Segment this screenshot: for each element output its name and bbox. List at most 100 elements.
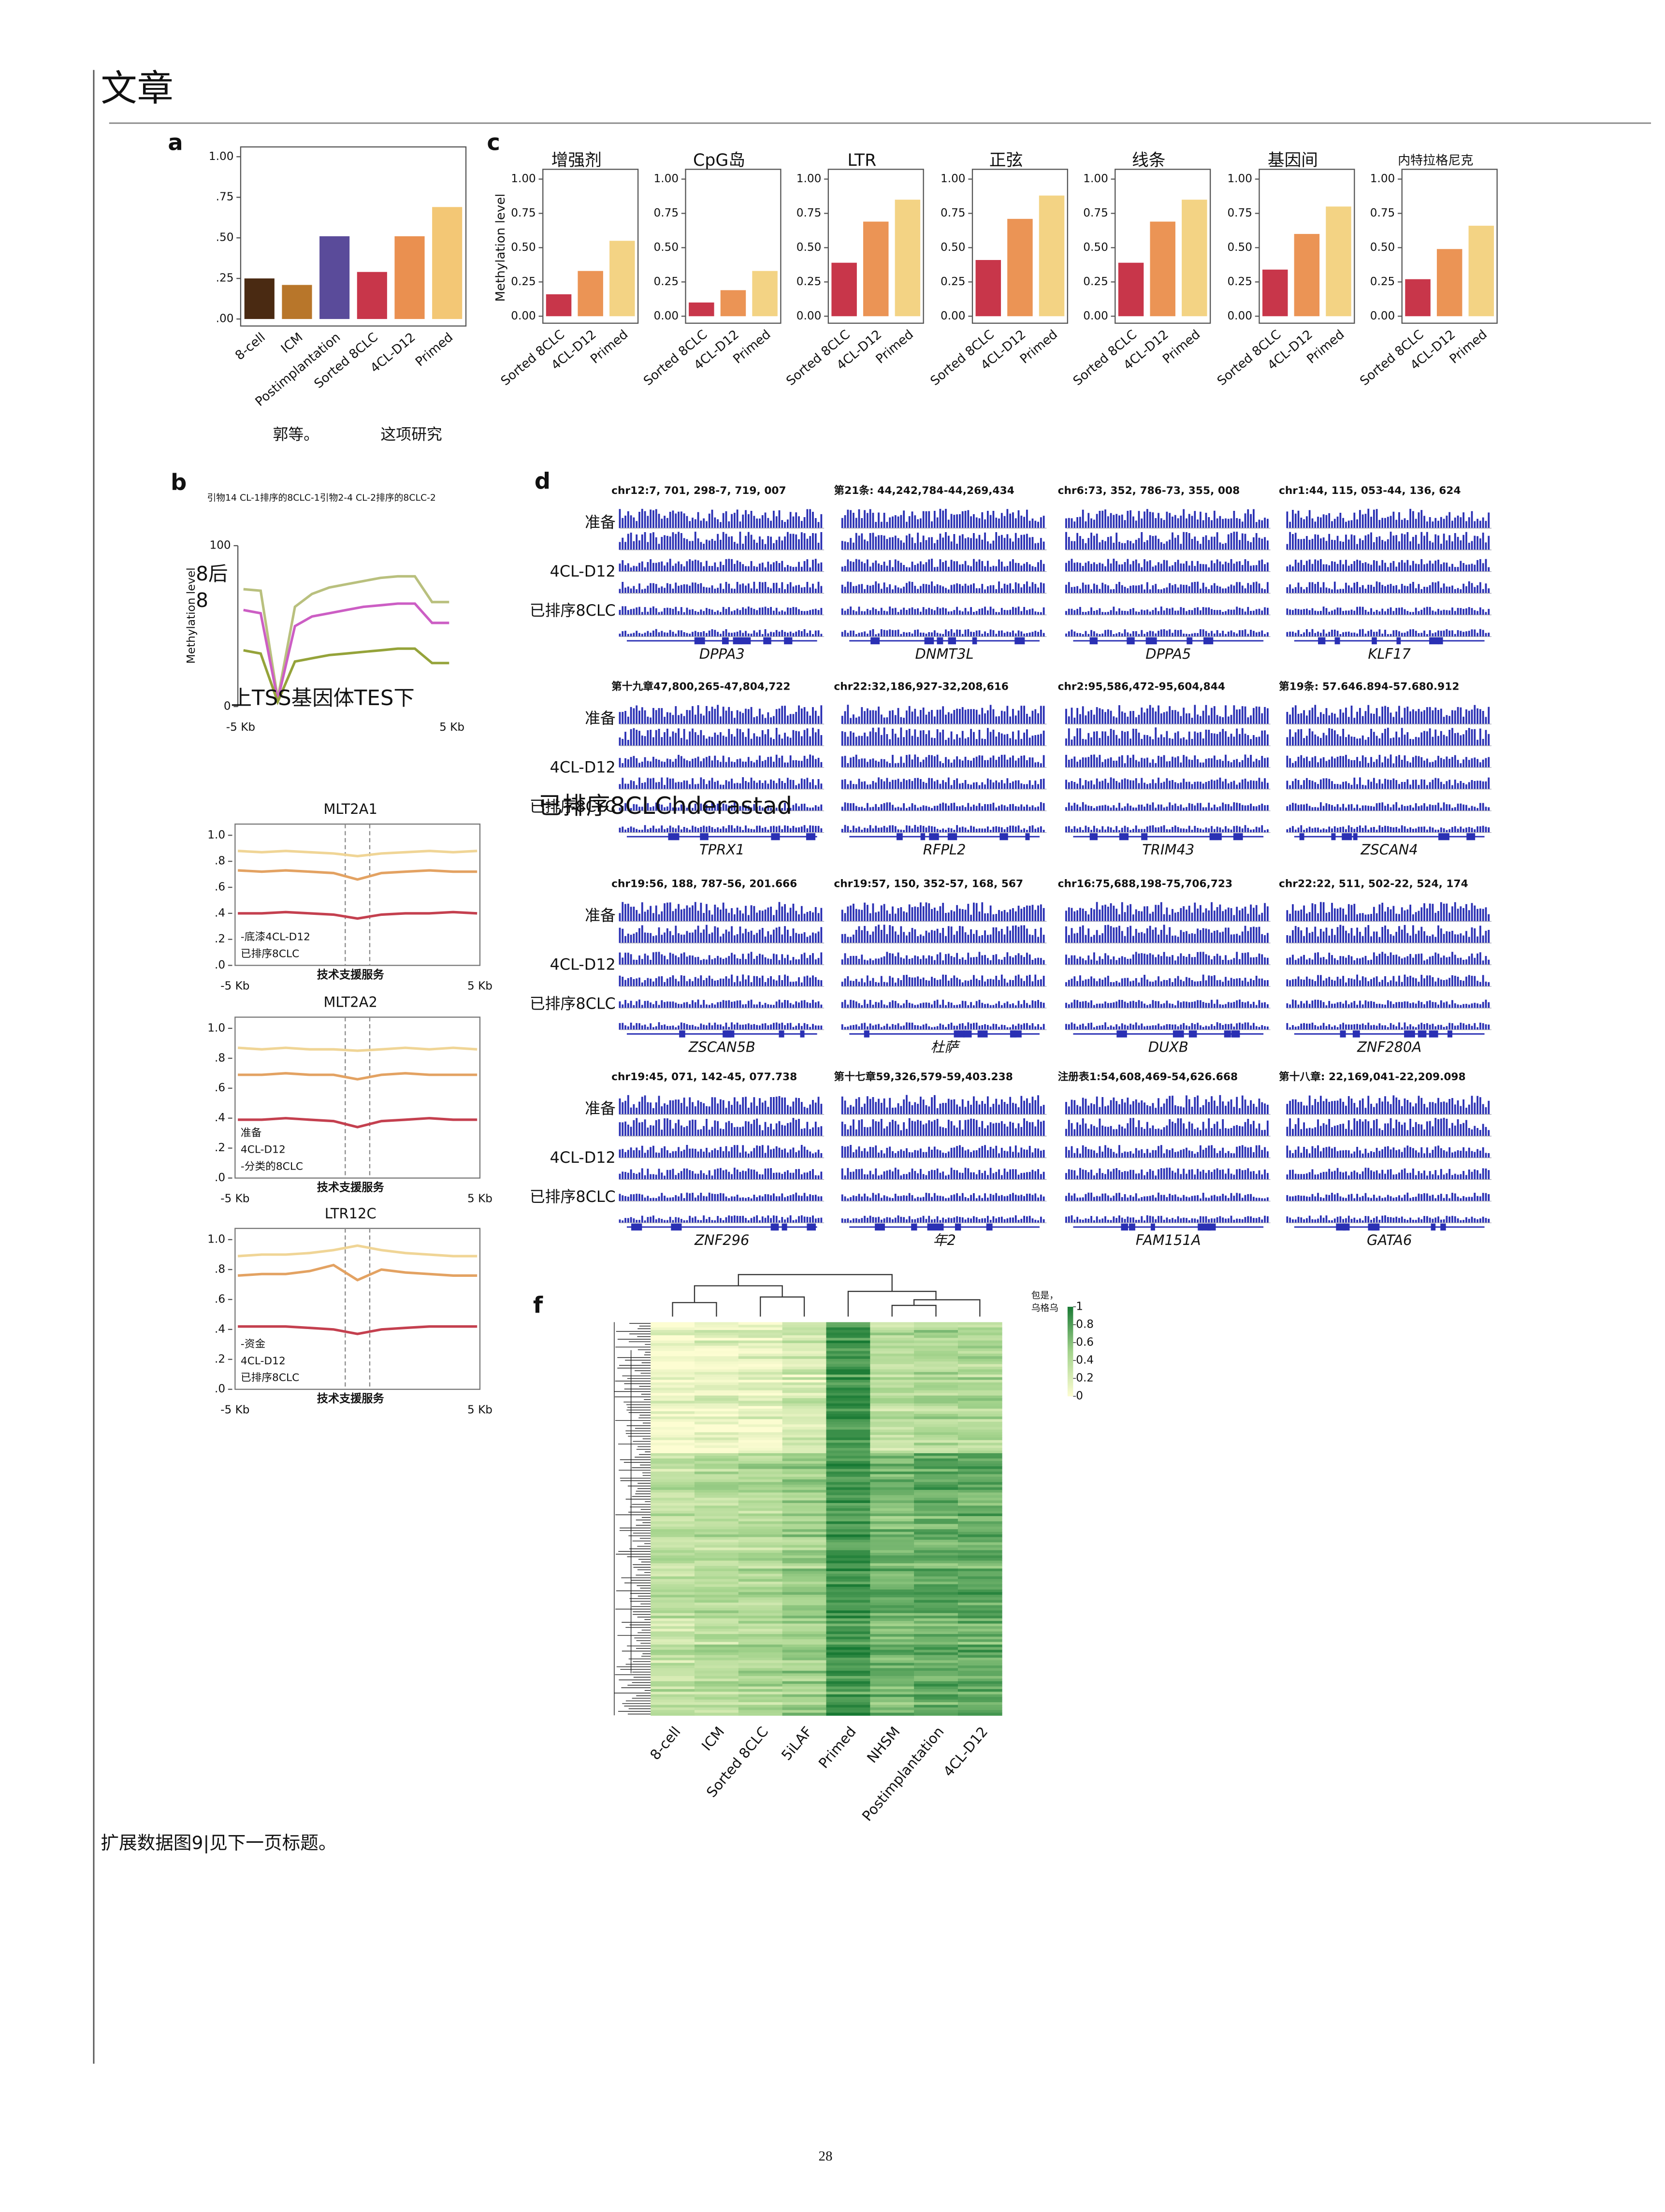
heatmap-cell: [870, 1581, 914, 1585]
heatmap-cell: [826, 1699, 871, 1703]
heatmap-cell: [782, 1545, 827, 1548]
y-tick-label: 0.75: [1227, 207, 1252, 219]
heatmap-cell: [651, 1382, 695, 1386]
heatmap-cell: [738, 1356, 783, 1359]
heatmap-cell: [782, 1466, 827, 1470]
heatmap-cell: [826, 1623, 871, 1627]
heatmap-cell: [651, 1327, 695, 1330]
exon: [948, 637, 956, 645]
heatmap-cell: [914, 1603, 958, 1606]
heatmap-cell: [651, 1678, 695, 1682]
heatmap-cell: [870, 1364, 914, 1367]
locus-coord: chr19:57, 150, 352-57, 168, 567: [834, 878, 1023, 890]
gene-name: DUXB: [1148, 1039, 1188, 1055]
y-tick-label: .2: [215, 933, 225, 945]
heatmap-cell: [826, 1558, 871, 1561]
heatmap-cell: [782, 1453, 827, 1457]
heatmap-cell: [914, 1660, 958, 1663]
heatmap-cell: [782, 1634, 827, 1637]
track-group: [841, 902, 1047, 1038]
heatmap-cell: [651, 1626, 695, 1630]
heatmap-cell: [826, 1694, 871, 1698]
heatmap-cell: [651, 1689, 695, 1692]
heatmap-cell: [651, 1537, 695, 1540]
heatmap-cell: [651, 1665, 695, 1669]
heatmap-cell: [870, 1485, 914, 1488]
heatmap-cell: [782, 1594, 827, 1598]
heatmap-cell: [870, 1712, 914, 1716]
row-label: 4CL-D12: [550, 955, 616, 974]
exon: [924, 637, 934, 645]
exon: [800, 1030, 805, 1038]
heatmap-cell: [870, 1463, 914, 1467]
heatmap-cell: [957, 1676, 1002, 1679]
heatmap-cell: [826, 1702, 871, 1706]
heatmap-cell: [826, 1503, 871, 1506]
signal-track: [619, 629, 823, 637]
heatmap-cell: [870, 1657, 914, 1661]
bar: [1405, 279, 1431, 317]
exon: [1318, 637, 1326, 645]
series-line: [238, 869, 478, 881]
heatmap-cell: [870, 1597, 914, 1601]
exon: [806, 833, 816, 840]
exon: [733, 637, 742, 645]
signal-track: [1286, 1145, 1490, 1158]
heatmap-cell: [957, 1534, 1002, 1538]
heatmap-cell: [651, 1558, 695, 1561]
heatmap-cell: [870, 1487, 914, 1490]
heatmap-cell: [870, 1327, 914, 1330]
heatmap-cell: [738, 1361, 783, 1365]
heatmap-cell: [826, 1537, 871, 1540]
heatmap-cell: [957, 1644, 1002, 1648]
heatmap-cell: [738, 1660, 783, 1663]
heatmap-cell: [870, 1663, 914, 1666]
heatmap-cell: [694, 1558, 739, 1561]
heatmap-cell: [651, 1485, 695, 1488]
heatmap-cell: [738, 1644, 783, 1648]
colorbar-tick-label: 0.8: [1076, 1318, 1094, 1330]
heatmap-cell: [957, 1655, 1002, 1658]
heatmap-cell: [738, 1390, 783, 1394]
heatmap-cell: [914, 1657, 958, 1661]
heatmap-cell: [694, 1330, 739, 1333]
heatmap-cell: [870, 1655, 914, 1658]
heatmap-cell: [782, 1463, 827, 1467]
heatmap-cell: [914, 1495, 958, 1498]
heatmap-cell: [694, 1411, 739, 1415]
heatmap-cell: [782, 1393, 827, 1396]
heatmap-cell: [914, 1600, 958, 1603]
heatmap-cell: [738, 1589, 783, 1593]
exon: [1128, 637, 1135, 645]
heatmap-cell: [694, 1553, 739, 1556]
heatmap-cell: [782, 1526, 827, 1530]
heatmap-cell: [957, 1485, 1002, 1488]
exon: [1440, 1223, 1446, 1231]
heatmap-cell: [651, 1663, 695, 1666]
heatmap-cell: [914, 1647, 958, 1650]
exon: [911, 1223, 917, 1231]
heatmap-cell: [651, 1639, 695, 1643]
heatmap-cell: [694, 1571, 739, 1575]
signal-track: [619, 1095, 823, 1114]
heatmap-cell: [782, 1592, 827, 1595]
heatmap-cell: [738, 1348, 783, 1352]
heatmap-cell: [914, 1330, 958, 1333]
heatmap-cell: [782, 1542, 827, 1546]
heatmap-cell: [914, 1461, 958, 1464]
heatmap-cell: [957, 1366, 1002, 1370]
heatmap-cell: [870, 1642, 914, 1645]
heatmap-cell: [957, 1322, 1002, 1326]
heatmap-cell: [826, 1403, 871, 1407]
heatmap-cell: [914, 1348, 958, 1352]
heatmap-cell: [694, 1532, 739, 1535]
heatmap-cell: [826, 1330, 871, 1333]
heatmap-cell: [870, 1610, 914, 1614]
heatmap-cell: [870, 1545, 914, 1548]
heatmap-cell: [782, 1649, 827, 1653]
heatmap-cell: [957, 1563, 1002, 1566]
y-tick-label: .8: [215, 855, 225, 867]
signal-track: [619, 1168, 823, 1180]
heatmap-cell: [782, 1508, 827, 1512]
signal-track: [841, 1192, 1045, 1201]
